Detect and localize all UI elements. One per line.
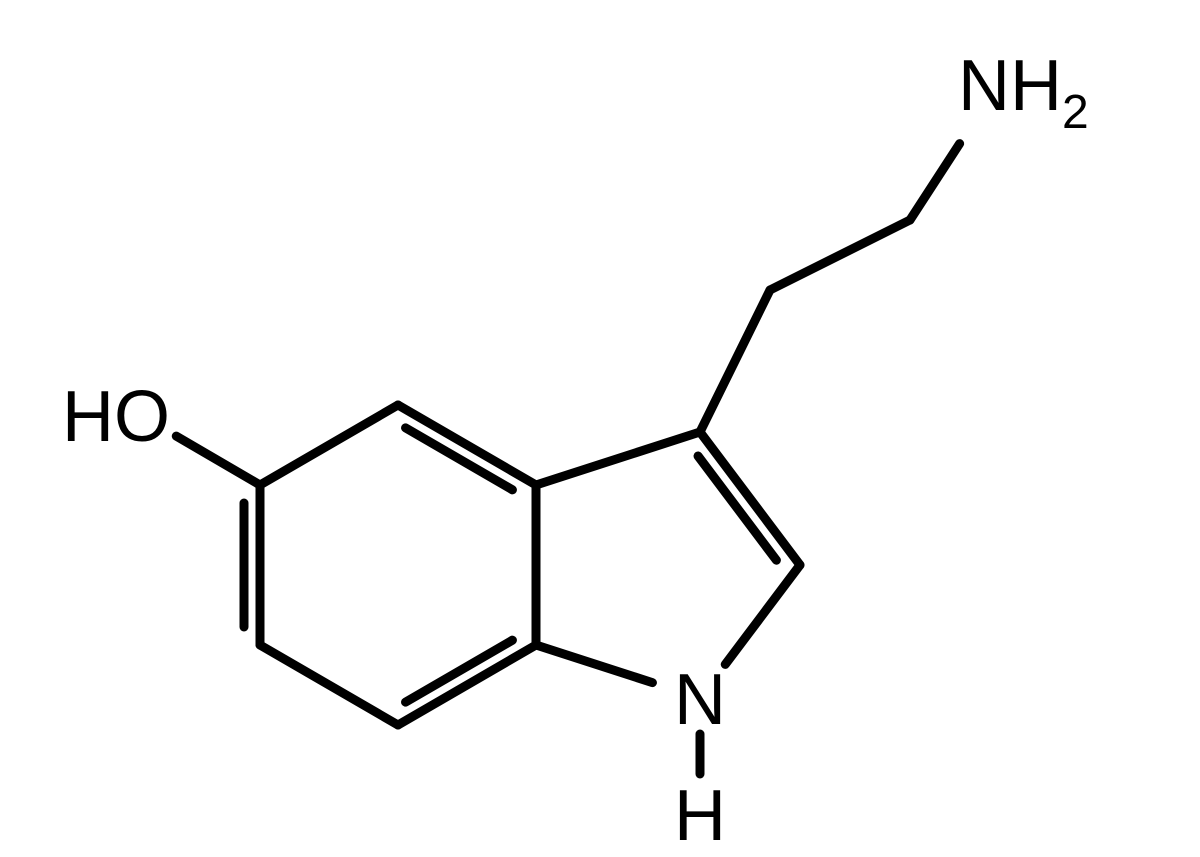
atom-label-H14: H: [674, 776, 726, 856]
atom-label-O13: HO: [62, 377, 170, 457]
atom-label-N12: NH2: [958, 46, 1089, 139]
atom-label-N9: N: [674, 660, 726, 740]
molecule-diagram: HO NH2 NH: [0, 0, 1200, 857]
